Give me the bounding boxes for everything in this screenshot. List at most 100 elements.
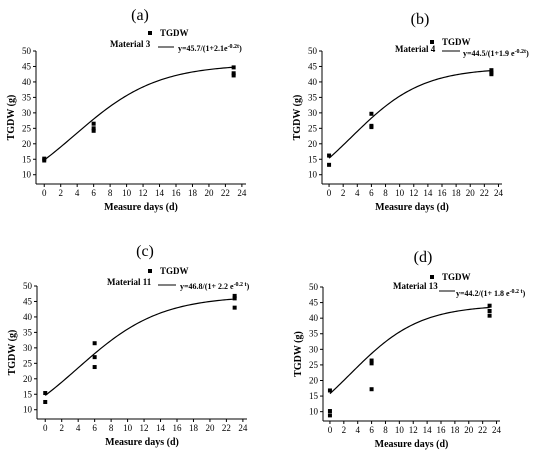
data-point <box>231 73 236 78</box>
fit-equation-exponent: -0.2t <box>515 49 527 55</box>
data-point <box>327 162 332 167</box>
x-tick-label: 16 <box>172 188 182 198</box>
data-point <box>327 413 332 418</box>
y-tick-label: 20 <box>22 139 32 149</box>
y-tick-label: 10 <box>23 405 33 415</box>
x-tick-label: 10 <box>123 423 133 433</box>
x-axis-title: Measure days (d) <box>375 202 449 213</box>
data-point <box>327 409 332 414</box>
x-tick-label: 2 <box>59 423 64 433</box>
material-label: Material 3 <box>110 39 151 49</box>
data-point <box>369 358 374 363</box>
x-tick-label: 24 <box>238 423 248 433</box>
fit-equation-close: ) <box>526 49 529 58</box>
y-tick-label: 25 <box>309 360 319 370</box>
x-tick-label: 24 <box>237 188 247 198</box>
x-tick-label: 12 <box>409 425 418 435</box>
data-point <box>369 361 374 366</box>
x-tick-label: 14 <box>156 423 166 433</box>
data-point <box>232 305 237 310</box>
legend-entry-points: TGDW <box>160 28 189 38</box>
y-tick-label: 25 <box>23 358 33 368</box>
legend-marker <box>430 275 434 279</box>
data-point <box>231 65 236 70</box>
data-point <box>487 308 492 313</box>
x-axis-title: Measure days (d) <box>104 202 178 213</box>
y-tick-label: 20 <box>309 375 319 385</box>
y-tick-label: 50 <box>308 46 318 56</box>
data-point <box>91 126 96 131</box>
fit-equation-close: ) <box>239 44 242 53</box>
x-tick-label: 18 <box>188 188 198 198</box>
y-axis-title: TGDW (g) <box>293 331 304 377</box>
x-tick-label: 2 <box>58 188 63 198</box>
fit-curve <box>43 66 234 161</box>
x-tick-label: 10 <box>395 188 405 198</box>
data-point <box>92 365 97 370</box>
x-tick-label: 2 <box>342 425 347 435</box>
x-tick-label: 14 <box>155 188 165 198</box>
x-tick-label: 22 <box>480 188 489 198</box>
y-tick-label: 30 <box>308 108 318 118</box>
data-point <box>232 293 237 298</box>
x-tick-label: 12 <box>409 188 418 198</box>
x-tick-label: 18 <box>452 188 462 198</box>
fit-equation-exponent: -0.2t <box>228 44 240 50</box>
fit-equation: y=45.7/(1+2.1e-0.2t) <box>178 44 242 53</box>
y-axis-title: TGDW (g) <box>7 330 18 376</box>
x-tick-label: 6 <box>92 423 97 433</box>
x-tick-label: 8 <box>383 425 388 435</box>
x-tick-label: 4 <box>75 188 80 198</box>
data-point <box>43 399 48 404</box>
y-tick-label: 35 <box>23 327 33 337</box>
legend-entry-points: TGDW <box>442 37 471 47</box>
y-axis-title: TGDW (g) <box>6 95 17 141</box>
y-tick-label: 15 <box>22 154 32 164</box>
x-tick-label: 22 <box>478 425 487 435</box>
legend-entry-points: TGDW <box>160 266 189 276</box>
y-tick-label: 10 <box>308 170 318 180</box>
x-tick-label: 6 <box>91 188 96 198</box>
legend-entry-points: TGDW <box>442 272 471 282</box>
y-tick-label: 35 <box>308 92 318 102</box>
x-tick-label: 0 <box>42 188 47 198</box>
fit-equation: y=44.5/(1+1.9 e-0.2t) <box>463 49 529 58</box>
fit-curve <box>329 306 490 395</box>
x-tick-label: 20 <box>466 188 476 198</box>
y-tick-label: 30 <box>309 344 319 354</box>
y-tick-label: 45 <box>308 61 318 71</box>
material-label: Material 13 <box>393 281 438 291</box>
data-point <box>369 125 374 130</box>
fit-equation-base: y=46.8/(1+ 2.2 e <box>180 282 234 291</box>
x-tick-label: 6 <box>369 425 374 435</box>
y-tick-label: 50 <box>22 46 32 56</box>
chart-panel-2: (c) Material 11 TGDW y=46.8/(1+ 2.2 e-0.2 t… <box>7 243 250 448</box>
fit-equation-exponent: -0.2 t <box>510 289 523 295</box>
material-label: Material 11 <box>107 277 152 287</box>
x-tick-label: 8 <box>383 188 388 198</box>
x-tick-label: 22 <box>221 188 230 198</box>
data-point <box>92 355 97 360</box>
y-tick-label: 45 <box>309 298 319 308</box>
fit-equation-base: y=44.5/(1+1.9 e <box>463 49 515 58</box>
y-tick-label: 50 <box>23 281 33 291</box>
x-tick-label: 6 <box>369 188 374 198</box>
data-point <box>232 296 237 301</box>
y-tick-label: 50 <box>309 282 319 292</box>
x-tick-label: 24 <box>492 425 502 435</box>
y-tick-label: 30 <box>23 343 33 353</box>
x-tick-label: 14 <box>423 188 433 198</box>
x-tick-label: 12 <box>140 423 149 433</box>
x-tick-label: 20 <box>204 188 214 198</box>
x-tick-label: 2 <box>341 188 346 198</box>
x-tick-label: 20 <box>205 423 215 433</box>
y-tick-label: 10 <box>22 170 32 180</box>
x-tick-label: 22 <box>222 423 231 433</box>
fit-curve <box>44 298 235 396</box>
y-tick-label: 35 <box>309 329 319 339</box>
x-tick-label: 0 <box>43 423 48 433</box>
data-point <box>487 303 492 308</box>
x-tick-label: 20 <box>464 425 474 435</box>
